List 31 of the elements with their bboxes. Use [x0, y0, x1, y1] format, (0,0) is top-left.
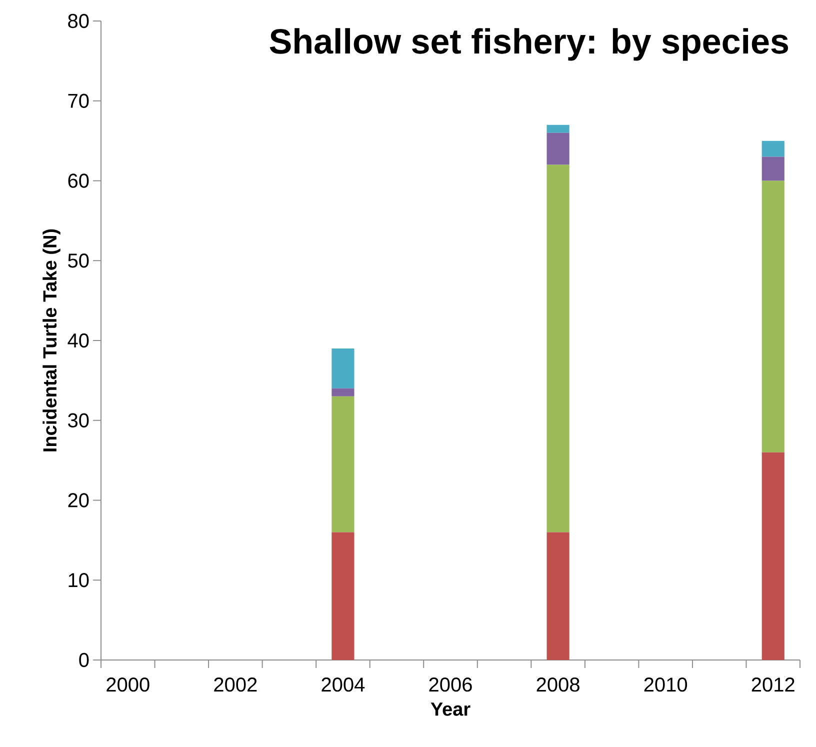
- y-tick-label: 70: [68, 94, 89, 108]
- x-tick-label: 2012: [752, 678, 794, 692]
- x-tick-label: 2006: [429, 678, 472, 692]
- bar: [546, 132, 570, 165]
- bar: [332, 348, 354, 388]
- x-tick-label: 2010: [644, 678, 688, 692]
- bar: [332, 532, 354, 660]
- bar: [546, 164, 570, 532]
- x-tick-label: 2002: [214, 678, 257, 692]
- bar: [762, 156, 784, 181]
- y-tick-label: 0: [79, 652, 89, 668]
- bar: [332, 388, 354, 396]
- y-tick-label: 20: [68, 493, 89, 508]
- y-tick-label: 50: [68, 254, 89, 268]
- x-tick-label: 2000: [106, 678, 150, 692]
- y-tick-label: 10: [68, 573, 89, 588]
- x-tick-label: 2004: [322, 678, 365, 692]
- bar: [546, 124, 570, 133]
- bar: [762, 452, 784, 660]
- y-tick-label: 60: [68, 174, 89, 188]
- y-tick-label: 30: [68, 413, 89, 428]
- y-axis-title: Incidental Turtle Take (N): [42, 229, 60, 452]
- y-tick-label: 80: [68, 14, 89, 28]
- bar: [762, 140, 784, 157]
- chart-title: Shallow set fishery: by species: [270, 28, 788, 61]
- bar: [762, 180, 784, 452]
- bar: [546, 532, 570, 660]
- y-tick-label: 40: [68, 333, 89, 348]
- x-axis-title: Year: [430, 702, 470, 716]
- x-tick-label: 2008: [536, 678, 580, 692]
- bar: [332, 396, 354, 532]
